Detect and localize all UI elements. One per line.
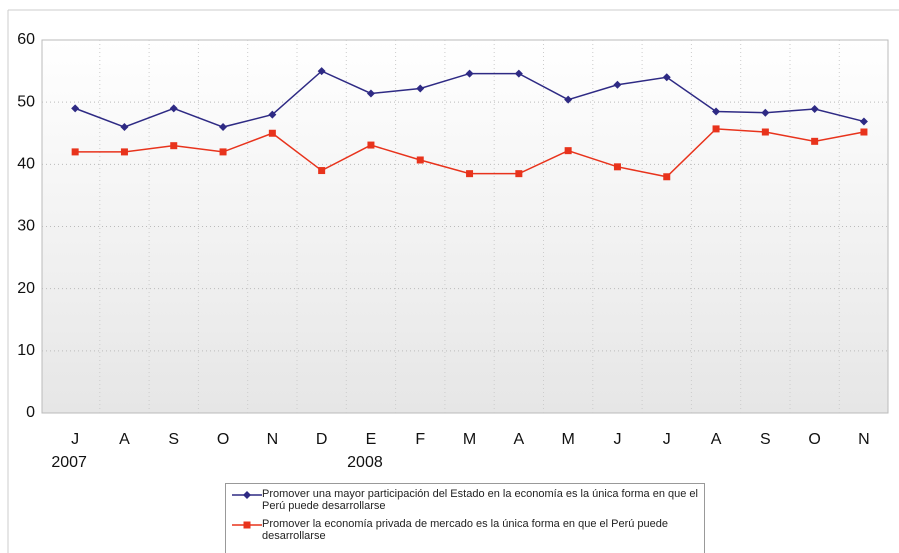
x-tick-label: E — [366, 431, 377, 448]
legend: Promover una mayor participación del Est… — [225, 483, 705, 553]
point — [170, 142, 178, 150]
plot-area — [41, 39, 889, 414]
point — [712, 107, 721, 116]
point — [810, 105, 819, 114]
point — [860, 128, 868, 136]
x-tick-label: S — [760, 431, 771, 448]
point — [662, 73, 671, 82]
y-tick-label: 50 — [17, 93, 35, 110]
point — [811, 137, 819, 145]
x-tick-label: N — [267, 431, 279, 448]
y-tick-label: 20 — [17, 280, 35, 297]
x-tick-label: M — [463, 431, 476, 448]
point — [613, 163, 621, 171]
legend-label: Promover la economía privada de mercado … — [262, 518, 669, 542]
legend-item: Promover una mayor participación del Est… — [232, 488, 698, 512]
y-tick-label: 60 — [17, 31, 35, 48]
x-tick-label: O — [808, 431, 820, 448]
point — [366, 89, 375, 98]
point — [71, 104, 80, 113]
point — [416, 156, 424, 164]
y-tick-label: 30 — [17, 218, 35, 235]
legend-label: Promover una mayor participación del Est… — [262, 488, 698, 512]
point — [761, 108, 770, 117]
point — [466, 170, 474, 178]
legend-item: Promover la economía privada de mercado … — [232, 518, 698, 542]
point — [219, 148, 227, 156]
point — [317, 67, 326, 76]
x-tick-label: M — [561, 431, 574, 448]
x-tick-label: A — [711, 431, 722, 448]
point — [71, 148, 79, 156]
year-label: 2008 — [347, 454, 383, 471]
x-tick-label: A — [514, 431, 525, 448]
point — [859, 117, 868, 126]
legend-swatch — [232, 491, 262, 499]
y-tick-label: 0 — [26, 404, 35, 421]
point — [663, 173, 671, 181]
point — [169, 104, 178, 113]
point — [120, 148, 128, 156]
point — [243, 491, 251, 499]
legend-swatch — [232, 521, 262, 529]
x-tick-label: A — [119, 431, 130, 448]
y-tick-label: 40 — [17, 156, 35, 173]
point — [120, 123, 129, 132]
year-label: 2007 — [51, 454, 87, 471]
point — [367, 141, 375, 149]
point — [761, 128, 769, 136]
point — [465, 69, 474, 78]
point — [318, 167, 326, 175]
point — [268, 110, 277, 119]
x-tick-label: N — [858, 431, 870, 448]
point — [712, 125, 720, 133]
x-tick-label: F — [415, 431, 425, 448]
x-tick-label: D — [316, 431, 328, 448]
point — [243, 521, 251, 529]
point — [514, 69, 523, 78]
x-tick-label: S — [168, 431, 179, 448]
point — [268, 129, 276, 137]
x-tick-label: O — [217, 431, 229, 448]
point — [564, 95, 573, 104]
point — [613, 80, 622, 89]
x-tick-label: J — [663, 431, 671, 448]
x-tick-label: J — [71, 431, 79, 448]
x-tick-label: J — [613, 431, 621, 448]
y-tick-label: 10 — [17, 342, 35, 359]
point — [515, 170, 523, 178]
point — [416, 84, 425, 93]
point — [564, 147, 572, 155]
point — [219, 123, 228, 132]
